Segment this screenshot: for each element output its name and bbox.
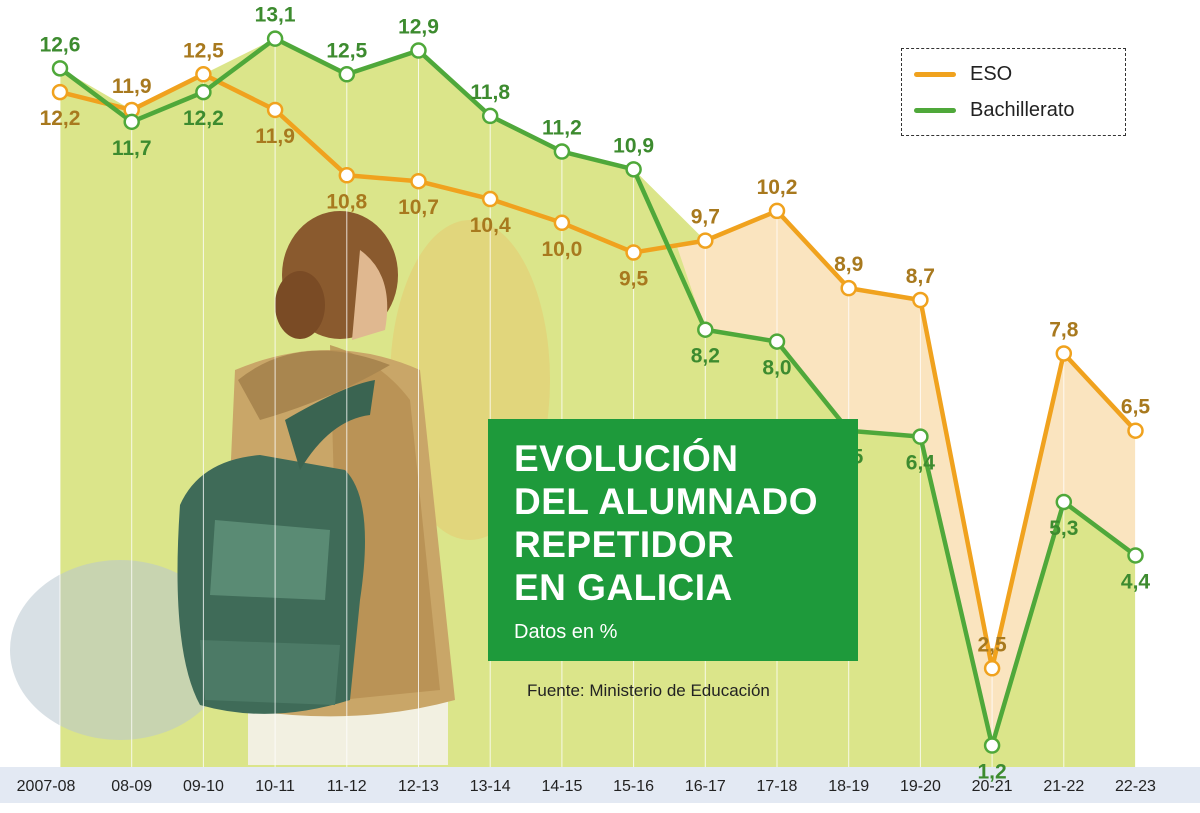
point-bachillerato — [1127, 547, 1144, 564]
data-labels: 12,2 12,6 11,9 11,7 12,5 12,2 11,9 13,1 10,8 12,5… — [40, 4, 1151, 784]
data-label-bachillerato: 12,2 — [183, 107, 224, 130]
point-bachillerato — [983, 737, 1001, 754]
point-eso — [625, 244, 642, 261]
data-label-eso: 9,7 — [691, 206, 720, 229]
x-tick-label: 19-20 — [900, 778, 941, 795]
point-bachillerato — [553, 143, 571, 160]
legend-label-eso: ESO — [970, 63, 1013, 85]
data-label-bachillerato: 8,2 — [691, 345, 720, 368]
point-eso — [266, 101, 284, 119]
data-label-eso: 6,5 — [1121, 396, 1151, 419]
point-eso — [51, 83, 69, 101]
point-bachillerato — [338, 66, 356, 83]
data-label-bachillerato: 8,0 — [762, 357, 791, 380]
chart-subtitle: Datos en % — [514, 621, 618, 643]
x-tick-label: 10-11 — [255, 778, 295, 795]
legend-item-bachillerato: Bachillerato — [914, 99, 1075, 122]
point-eso — [912, 291, 929, 309]
data-label-eso: 11,9 — [255, 125, 295, 148]
title-box: EVOLUCIÓN DEL ALUMNADO REPETIDOR EN GALI… — [488, 419, 858, 661]
point-eso — [983, 660, 1001, 677]
series-points — [51, 30, 1144, 754]
x-tick-label: 21-22 — [1043, 778, 1084, 795]
legend-swatch-bachillerato — [914, 108, 956, 113]
data-label-bachillerato: 12,5 — [326, 39, 367, 62]
data-label-bachillerato: 4,4 — [1121, 570, 1151, 593]
point-bachillerato — [768, 333, 786, 350]
legend: ESO Bachillerato — [901, 48, 1126, 136]
data-label-eso: 10,4 — [470, 214, 511, 237]
data-label-eso: 2,5 — [977, 633, 1007, 656]
data-label-eso: 10,2 — [757, 176, 798, 199]
point-bachillerato — [1055, 493, 1073, 511]
x-tick-label: 15-16 — [613, 778, 654, 795]
x-tick-label: 2007-08 — [17, 778, 76, 795]
point-eso — [768, 202, 786, 220]
data-label-eso: 10,8 — [326, 190, 367, 213]
point-bachillerato — [625, 161, 642, 178]
student-illustration — [10, 211, 550, 765]
point-bachillerato — [195, 83, 212, 101]
data-label-bachillerato: 5,3 — [1049, 517, 1078, 540]
point-bachillerato — [410, 42, 427, 59]
data-label-bachillerato: 11,8 — [470, 81, 510, 104]
x-axis: 2007-08 08-09 09-10 10-11 11-12 12-13 13-14 14-… — [0, 767, 1200, 803]
point-eso — [553, 214, 571, 232]
point-eso — [195, 66, 212, 83]
data-label-eso: 12,5 — [183, 39, 224, 62]
data-label-bachillerato: 11,2 — [542, 117, 582, 140]
point-bachillerato — [123, 113, 140, 131]
data-label-eso: 9,5 — [619, 268, 649, 291]
point-bachillerato — [912, 428, 929, 445]
x-tick-label: 11-12 — [327, 778, 367, 795]
x-tick-label: 09-10 — [183, 778, 224, 795]
x-tick-label: 08-09 — [111, 778, 152, 795]
x-tick-label: 12-13 — [398, 778, 439, 795]
data-label-eso: 11,9 — [112, 75, 152, 98]
legend-swatch-eso — [914, 72, 956, 77]
point-bachillerato — [697, 321, 714, 338]
data-label-bachillerato: 13,1 — [255, 4, 296, 27]
x-tick-label: 13-14 — [470, 778, 511, 795]
point-eso — [338, 167, 356, 184]
data-label-bachillerato: 6,4 — [906, 452, 936, 475]
point-eso — [1127, 422, 1144, 439]
point-bachillerato — [51, 60, 69, 77]
point-eso — [697, 232, 714, 249]
x-tick-label: 17-18 — [757, 778, 798, 795]
point-eso — [1055, 345, 1073, 362]
data-label-eso: 8,7 — [906, 265, 935, 288]
data-label-bachillerato: 12,9 — [398, 16, 439, 39]
x-tick-label: 14-15 — [541, 778, 582, 795]
data-label-bachillerato: 11,7 — [112, 137, 152, 160]
source-note: Fuente: Ministerio de Educación — [527, 681, 770, 700]
point-bachillerato — [481, 107, 499, 125]
point-eso — [840, 279, 857, 297]
data-label-bachillerato: 1,2 — [977, 761, 1006, 784]
data-label-bachillerato: 12,6 — [40, 33, 81, 56]
series-line-bachillerato — [57, 36, 1138, 748]
gap-fill-area — [677, 210, 1136, 746]
x-tick-label: 22-23 — [1115, 778, 1156, 795]
series-line-eso — [57, 72, 1138, 671]
series-lines — [57, 36, 1138, 748]
data-label-eso: 10,7 — [398, 196, 439, 219]
x-tick-label: 16-17 — [685, 778, 726, 795]
point-eso — [410, 172, 427, 190]
point-eso — [481, 190, 499, 208]
legend-label-bachillerato: Bachillerato — [970, 99, 1075, 121]
data-label-eso: 7,8 — [1049, 318, 1079, 341]
data-label-eso: 12,2 — [40, 107, 81, 130]
data-label-eso: 10,0 — [541, 238, 582, 261]
point-bachillerato — [266, 30, 284, 47]
chart-title: EVOLUCIÓN DEL ALUMNADO REPETIDOR EN GALI… — [514, 438, 819, 608]
x-tick-label: 18-19 — [828, 778, 869, 795]
x-tick-label: 20-21 — [972, 778, 1013, 795]
legend-item-eso: ESO — [914, 63, 1012, 86]
x-axis-band — [0, 767, 1200, 803]
data-label-eso: 8,9 — [834, 253, 863, 276]
data-label-bachillerato: 10,9 — [613, 134, 654, 157]
